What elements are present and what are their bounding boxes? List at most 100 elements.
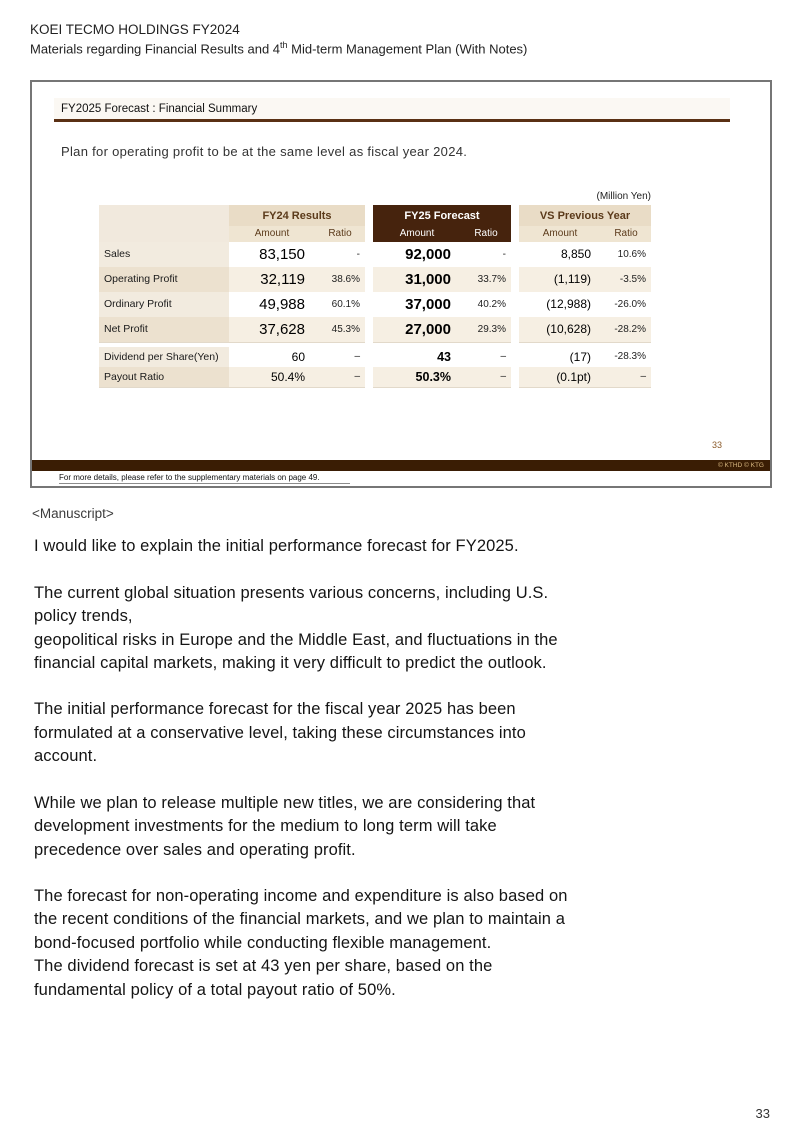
fy24-ratio: – bbox=[315, 367, 365, 389]
manuscript-body: I would like to explain the initial perf… bbox=[30, 535, 772, 1002]
table-row-payout-ratio: Payout Ratio 50.4% – 50.3% – (0.1pt) – bbox=[99, 367, 651, 389]
table-row-sales: Sales 83,150 - 92,000 - 8,850 10.6% bbox=[99, 242, 651, 269]
table-row-operating-profit: Operating Profit 32,119 38.6% 31,000 33.… bbox=[99, 267, 651, 294]
column-spacer bbox=[511, 242, 519, 269]
column-spacer bbox=[365, 317, 373, 344]
vs-ratio: -26.0% bbox=[601, 292, 651, 319]
column-spacer bbox=[365, 267, 373, 294]
subtitle-pre: Materials regarding Financial Results an… bbox=[30, 41, 281, 57]
column-spacer bbox=[511, 367, 519, 389]
copyright-text: © KTHD © KTG bbox=[717, 462, 764, 470]
column-spacer bbox=[365, 226, 373, 242]
row-label: Payout Ratio bbox=[99, 367, 229, 389]
subtitle-post: Mid-term Management Plan (With Notes) bbox=[287, 41, 528, 57]
column-spacer bbox=[365, 367, 373, 389]
vs-amount: (1,119) bbox=[519, 267, 601, 294]
corner-cell bbox=[99, 205, 229, 227]
col-header-fy24: FY24 Results bbox=[229, 205, 365, 227]
vs-ratio: -28.3% bbox=[601, 347, 651, 369]
manuscript-paragraph: The forecast for non-operating income an… bbox=[34, 886, 568, 999]
subtitle-sup: th bbox=[280, 40, 288, 50]
slide-image: FY2025 Forecast : Financial Summary Plan… bbox=[30, 80, 772, 489]
column-spacer bbox=[511, 347, 519, 369]
column-spacer bbox=[511, 267, 519, 294]
fy25-ratio: – bbox=[461, 367, 511, 389]
fy24-amount: 50.4% bbox=[229, 367, 315, 389]
fy24-ratio: 45.3% bbox=[315, 317, 365, 344]
fy25-amount: 31,000 bbox=[373, 267, 461, 294]
vs-ratio: – bbox=[601, 367, 651, 389]
column-spacer bbox=[511, 205, 519, 226]
col-header-vs: VS Previous Year bbox=[519, 205, 651, 227]
slide-page-number: 33 bbox=[711, 440, 722, 451]
row-label: Net Profit bbox=[99, 317, 229, 344]
vs-ratio: 10.6% bbox=[601, 242, 651, 269]
column-spacer bbox=[365, 292, 373, 319]
fy24-amount: 37,628 bbox=[229, 317, 315, 344]
column-spacer bbox=[511, 317, 519, 344]
row-label: Operating Profit bbox=[99, 267, 229, 294]
fy25-ratio: 33.7% bbox=[461, 267, 511, 294]
fy25-ratio: - bbox=[461, 242, 511, 269]
slide-subtitle: Plan for operating profit to be at the s… bbox=[61, 144, 468, 160]
fy24-amount: 83,150 bbox=[229, 242, 315, 269]
fy24-ratio: 60.1% bbox=[315, 292, 365, 319]
subheader-amount: Amount bbox=[373, 226, 461, 243]
subheader-amount: Amount bbox=[229, 226, 315, 243]
fy24-amount: 60 bbox=[229, 347, 315, 369]
column-spacer bbox=[365, 242, 373, 269]
slide-footer-bar: © KTHD © KTG bbox=[32, 460, 770, 472]
manuscript-paragraph: The initial performance forecast for the… bbox=[34, 700, 526, 766]
fy24-amount: 32,119 bbox=[229, 267, 315, 294]
table-row-net-profit: Net Profit 37,628 45.3% 27,000 29.3% (10… bbox=[99, 317, 651, 344]
table-row-dividend: Dividend per Share(Yen) 60 – 43 – (17) -… bbox=[99, 347, 651, 369]
row-label: Ordinary Profit bbox=[99, 292, 229, 319]
fy25-ratio: 40.2% bbox=[461, 292, 511, 319]
column-spacer bbox=[511, 226, 519, 242]
manuscript-paragraph: The current global situation presents va… bbox=[34, 583, 558, 673]
fy24-ratio: – bbox=[315, 347, 365, 369]
vs-ratio: -3.5% bbox=[601, 267, 651, 294]
unit-label: (Million Yen) bbox=[596, 191, 651, 203]
fy25-amount: 37,000 bbox=[373, 292, 461, 319]
vs-amount: (17) bbox=[519, 347, 601, 369]
fy25-amount: 92,000 bbox=[373, 242, 461, 269]
manuscript-paragraph: While we plan to release multiple new ti… bbox=[34, 793, 536, 859]
vs-ratio: -28.2% bbox=[601, 317, 651, 344]
column-spacer bbox=[365, 347, 373, 369]
fy25-amount: 43 bbox=[373, 347, 461, 369]
fy24-ratio: - bbox=[315, 242, 365, 269]
vs-amount: (10,628) bbox=[519, 317, 601, 344]
fy25-amount: 27,000 bbox=[373, 317, 461, 344]
fy25-amount: 50.3% bbox=[373, 367, 461, 389]
corner-cell bbox=[99, 226, 229, 243]
page-number: 33 bbox=[755, 1106, 770, 1121]
document-subtitle: Materials regarding Financial Results an… bbox=[30, 40, 772, 56]
column-spacer bbox=[511, 292, 519, 319]
slide-footnote: For more details, please refer to the su… bbox=[59, 473, 350, 485]
table-group-header-row: FY24 Results FY25 Forecast VS Previous Y… bbox=[99, 205, 651, 227]
fy25-ratio: 29.3% bbox=[461, 317, 511, 344]
manuscript-paragraph: I would like to explain the initial perf… bbox=[34, 537, 519, 556]
table-subheader-row: Amount Ratio Amount Ratio Amount Ratio bbox=[99, 226, 651, 243]
table-row-ordinary-profit: Ordinary Profit 49,988 60.1% 37,000 40.2… bbox=[99, 292, 651, 319]
fy24-ratio: 38.6% bbox=[315, 267, 365, 294]
vs-amount: (12,988) bbox=[519, 292, 601, 319]
subheader-amount: Amount bbox=[519, 226, 601, 243]
subheader-ratio: Ratio bbox=[601, 226, 651, 243]
slide-title: FY2025 Forecast : Financial Summary bbox=[54, 98, 730, 123]
vs-amount: 8,850 bbox=[519, 242, 601, 269]
vs-amount: (0.1pt) bbox=[519, 367, 601, 389]
column-spacer bbox=[365, 205, 373, 226]
fy24-amount: 49,988 bbox=[229, 292, 315, 319]
manuscript-heading: <Manuscript> bbox=[32, 506, 114, 522]
row-label: Dividend per Share(Yen) bbox=[99, 347, 229, 369]
page: KOEI TECMO HOLDINGS FY2024 Materials reg… bbox=[30, 22, 772, 1002]
col-header-fy25: FY25 Forecast bbox=[373, 205, 511, 227]
subheader-ratio: Ratio bbox=[461, 226, 511, 243]
fy25-ratio: – bbox=[461, 347, 511, 369]
financial-table: (Million Yen) FY24 Results FY25 Forecast… bbox=[99, 191, 651, 389]
document-title: KOEI TECMO HOLDINGS FY2024 bbox=[30, 22, 240, 37]
subheader-ratio: Ratio bbox=[315, 226, 365, 243]
row-label: Sales bbox=[99, 242, 229, 269]
